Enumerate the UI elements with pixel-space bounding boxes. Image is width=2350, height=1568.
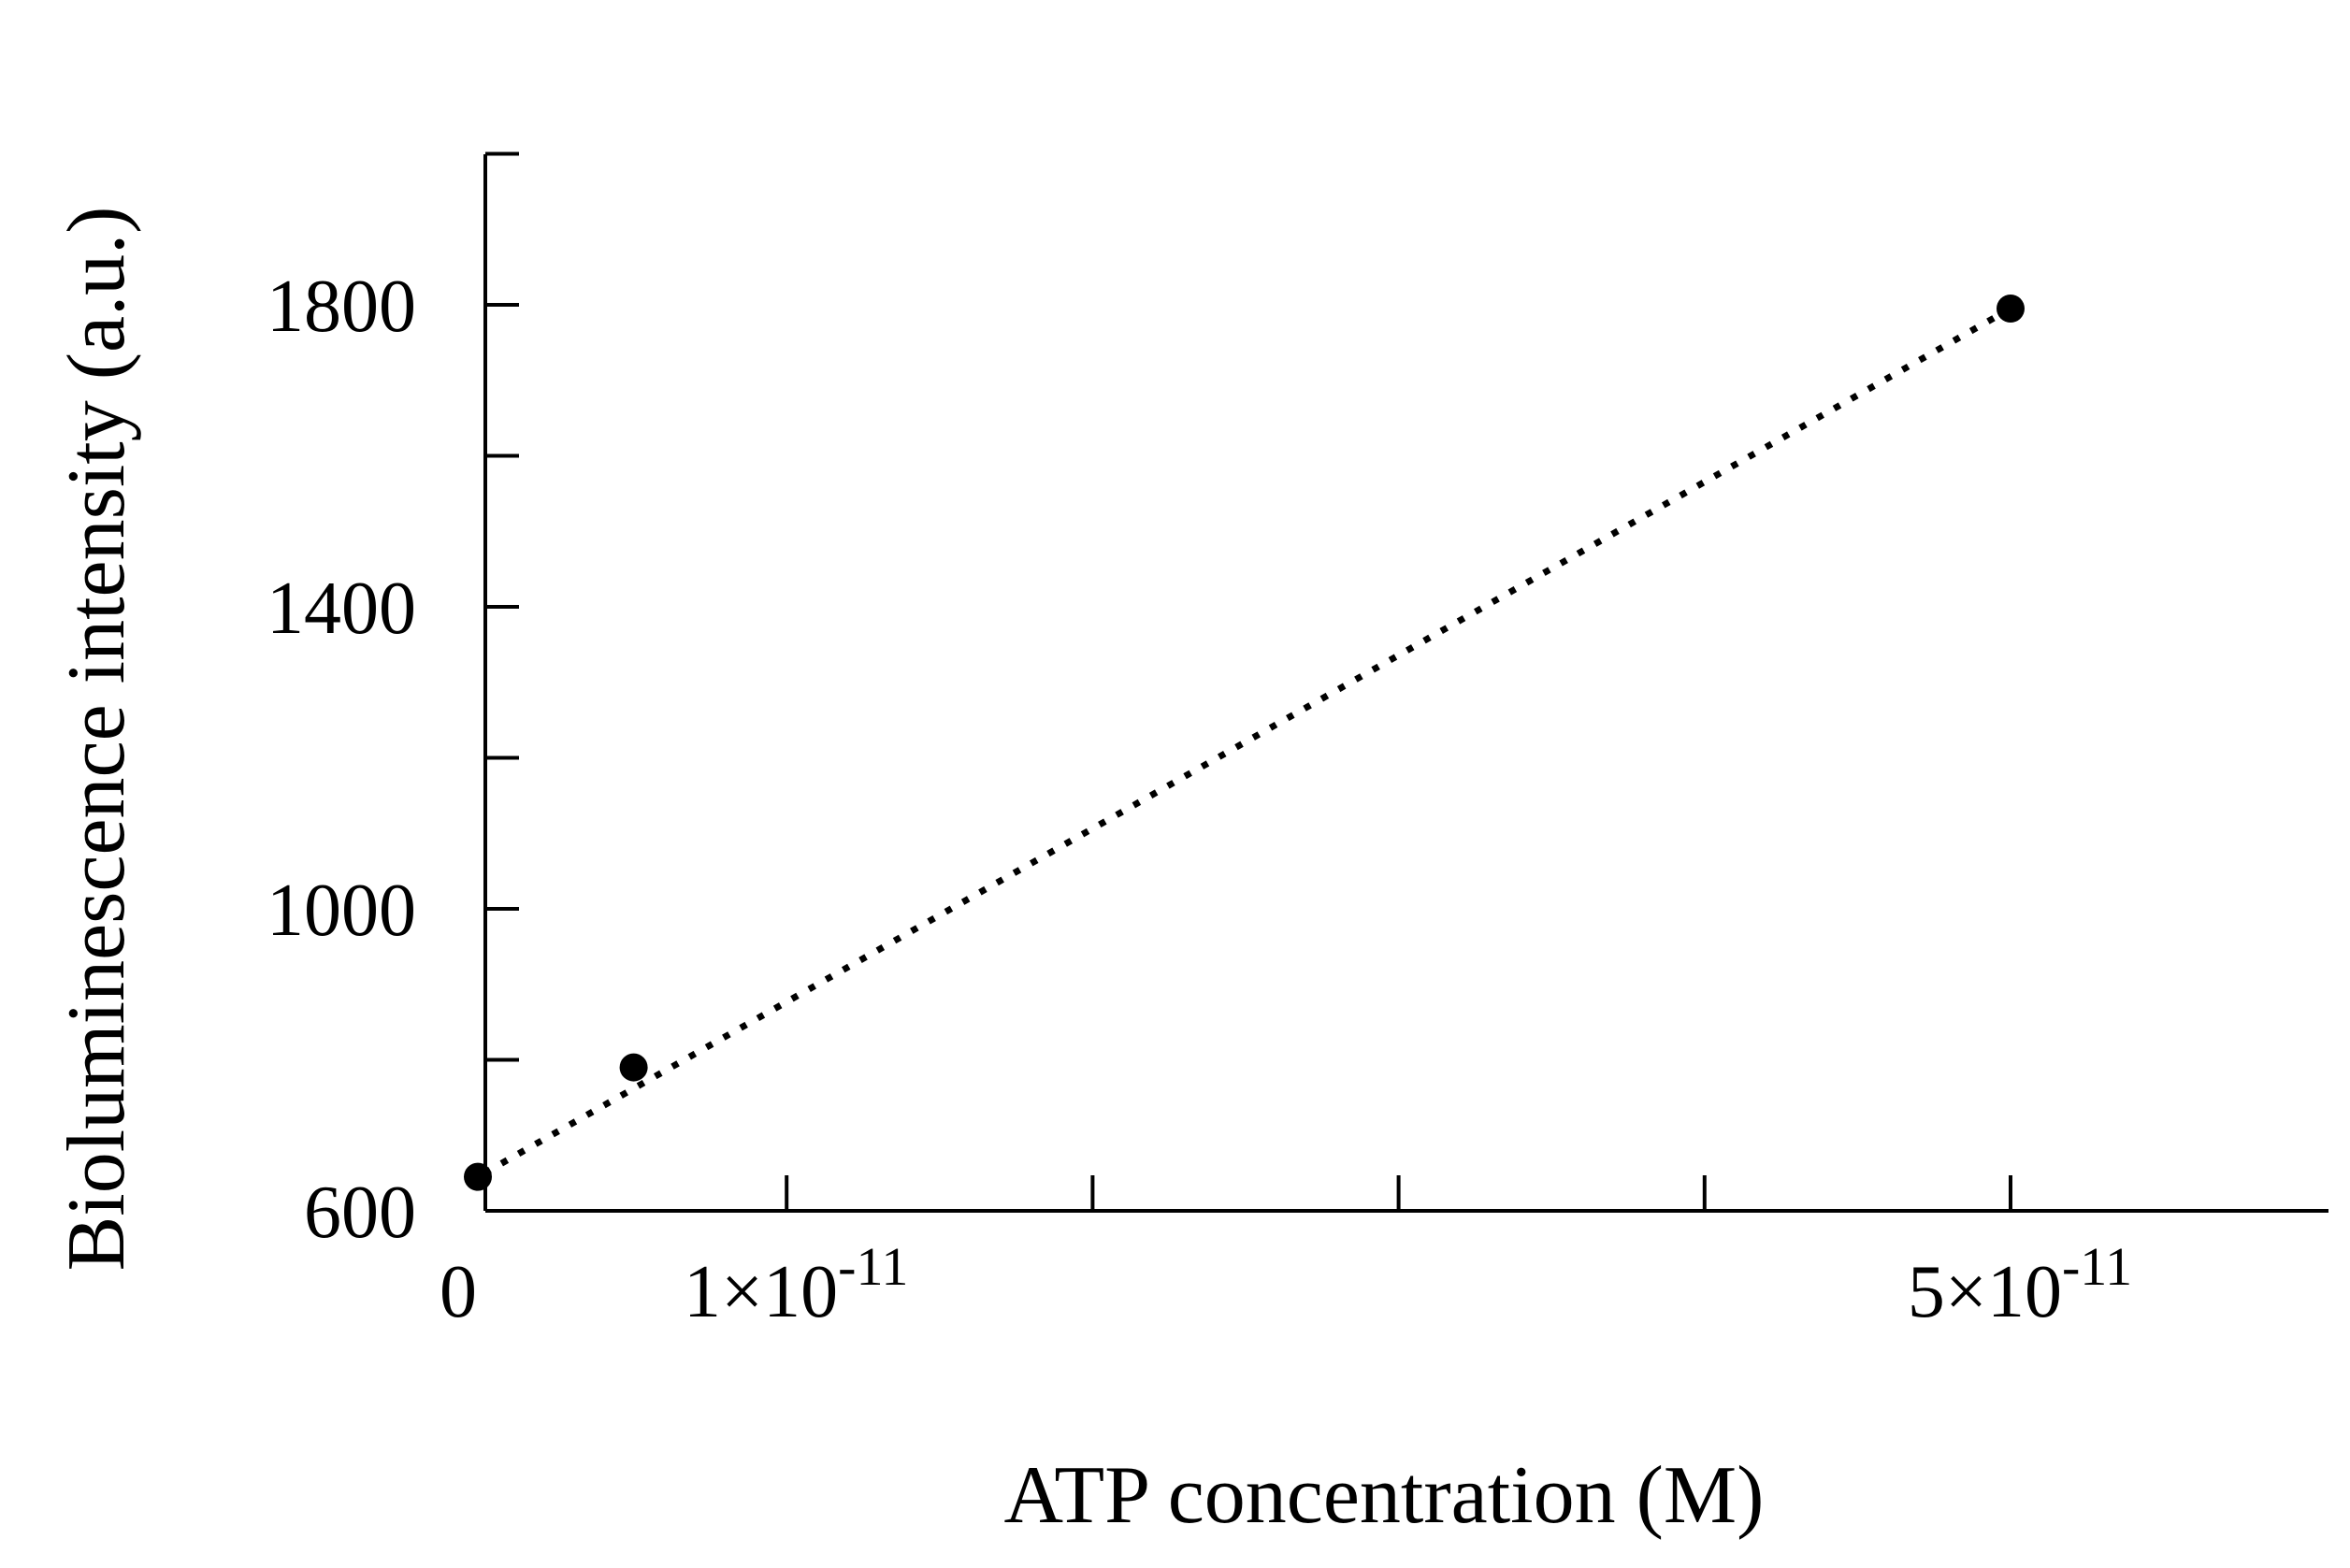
x-axis-title: ATP concentration (M) [1004,1450,1765,1541]
y-tick-label: 600 [304,1172,416,1254]
data-point [1997,295,2025,324]
x-tick-label-base: 5×10 [1908,1251,2062,1333]
x-tick-label: 0 [440,1251,477,1333]
y-axis-title: Bioluminescence intensity (a.u.) [51,207,142,1272]
y-tick-label: 1000 [267,870,416,952]
y-tick-label: 1400 [267,568,416,650]
trendline [483,305,2012,1176]
axes [483,154,2328,1213]
x-tick-label: 5×10-11 [1908,1236,2132,1333]
x-tick-label-exponent: -11 [838,1236,908,1297]
trendline-group [483,305,2012,1176]
data-points [464,295,2025,1191]
data-point [619,1053,648,1082]
x-tick-label-exponent: -11 [2062,1236,2132,1297]
y-tick-label: 1800 [267,266,416,348]
x-tick-label-base: 0 [440,1251,477,1333]
ticks [485,151,2012,1211]
x-tick-label: 1×10-11 [684,1236,908,1333]
data-point [464,1162,492,1191]
x-tick-label-base: 1×10 [684,1251,838,1333]
